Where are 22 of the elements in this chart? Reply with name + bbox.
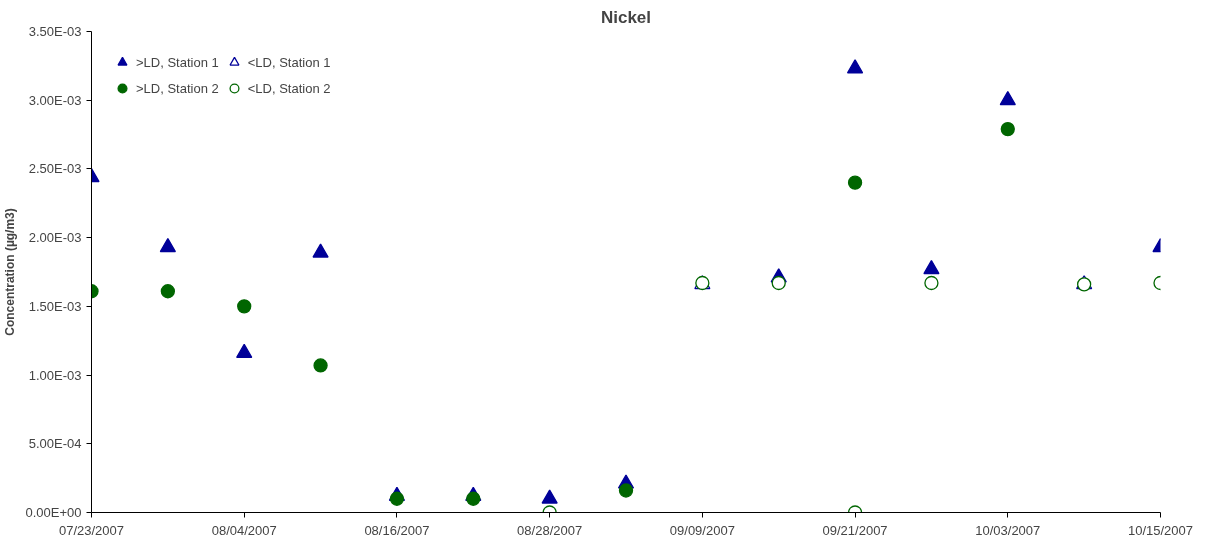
y-axis-title: Concentration (µg/m3) (3, 208, 18, 336)
legend-label: >LD, Station 2 (136, 80, 219, 96)
x-tick-label: 10/03/2007 (975, 522, 1041, 538)
y-tick-label: 5.00E-04 (28, 436, 82, 452)
y-tick-label: 0.00E+00 (25, 505, 82, 520)
y-tick-label: 1.50E-03 (28, 298, 82, 314)
x-tick-label: 08/16/2007 (364, 522, 430, 538)
x-tick-label: 07/23/2007 (58, 522, 125, 538)
chart-title: Nickel (600, 7, 652, 27)
legend-label: >LD, Station 1 (136, 54, 219, 70)
y-tick-label: 2.00E-03 (28, 230, 82, 246)
x-tick-label: 09/21/2007 (822, 522, 888, 538)
x-tick-label: 10/15/2007 (1127, 522, 1194, 538)
x-tick-label: 09/09/2007 (669, 522, 735, 538)
y-tick-label: 2.50E-03 (28, 161, 82, 177)
y-tick-label: 1.00E-03 (28, 367, 82, 383)
x-tick-label: 08/28/2007 (517, 522, 583, 538)
y-tick-label: 3.00E-03 (28, 92, 82, 108)
legend-label: <LD, Station 2 (247, 80, 331, 96)
x-tick-label: 08/04/2007 (211, 522, 277, 538)
y-tick-label: 3.50E-03 (28, 24, 82, 39)
legend-label: <LD, Station 1 (247, 54, 331, 70)
